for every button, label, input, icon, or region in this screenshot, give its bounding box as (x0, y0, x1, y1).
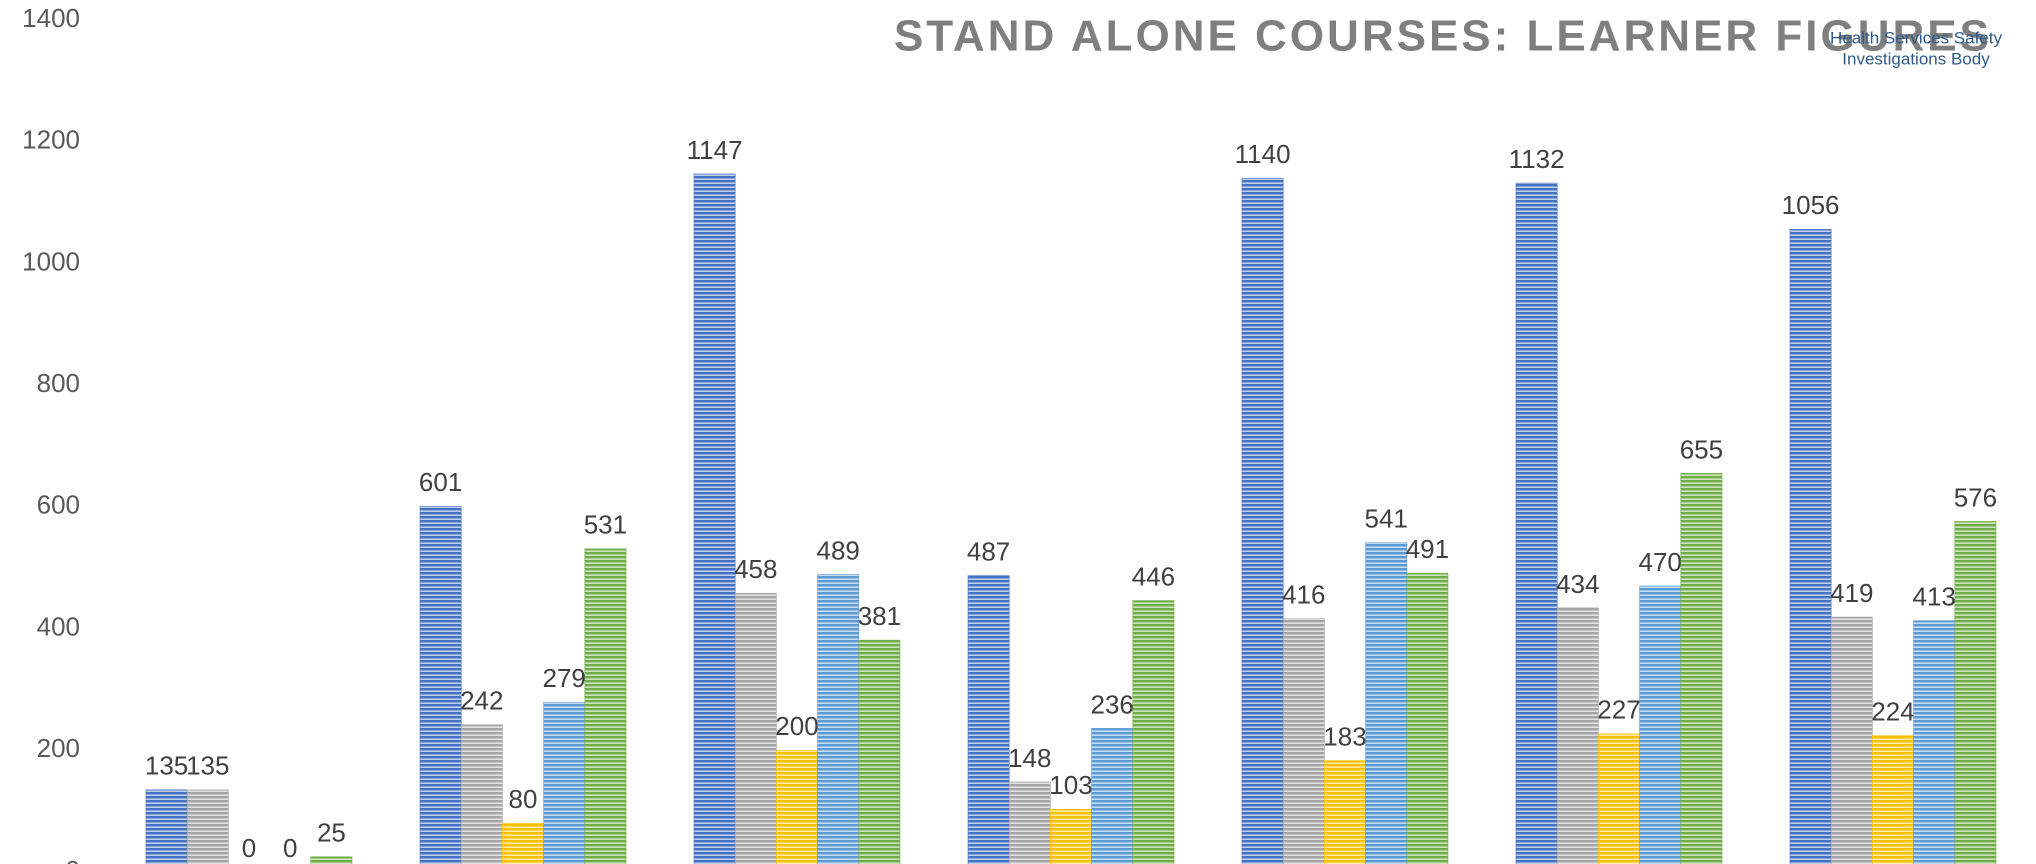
bar (1008, 781, 1051, 864)
y-tick-label: 200 (37, 733, 80, 763)
value-label: 458 (734, 554, 777, 584)
value-label: 224 (1871, 697, 1914, 727)
bar (1282, 618, 1325, 864)
bar (1132, 600, 1175, 864)
value-label: 242 (460, 686, 503, 716)
value-label: 236 (1091, 689, 1134, 719)
value-label: 1056 (1782, 190, 1840, 220)
value-label: 531 (584, 510, 627, 540)
bar (1913, 620, 1956, 864)
bar (967, 575, 1010, 864)
value-label: 487 (967, 537, 1010, 567)
bar (1050, 809, 1092, 864)
value-label: 576 (1954, 482, 1997, 512)
logo-line: Health Services Safety (1830, 28, 2002, 47)
value-label: 1132 (1509, 144, 1565, 174)
value-label: 148 (1008, 743, 1051, 773)
bar (310, 856, 353, 864)
bar (1680, 473, 1723, 864)
value-label: 489 (817, 535, 860, 565)
logo-line: Investigations Body (1842, 49, 1990, 68)
bar (1556, 607, 1599, 864)
bar (186, 789, 229, 864)
value-label: 200 (775, 711, 818, 741)
bar (584, 548, 627, 864)
value-label: 470 (1639, 547, 1682, 577)
value-label: 419 (1830, 578, 1873, 608)
y-tick-label: 1400 (22, 3, 80, 33)
value-label: 0 (283, 833, 297, 863)
bar (1872, 735, 1914, 864)
value-label: 135 (186, 751, 229, 781)
bar (858, 639, 901, 864)
bar (776, 749, 818, 864)
bar (693, 173, 736, 864)
value-label: 381 (858, 601, 901, 631)
value-label: 135 (145, 751, 188, 781)
chart-title: STAND ALONE COURSES: LEARNER FIGURES (894, 12, 1992, 61)
value-label: 183 (1323, 722, 1366, 752)
value-label: 279 (543, 663, 586, 693)
value-label: 434 (1556, 569, 1599, 599)
bar (1830, 616, 1873, 864)
y-tick-label: 600 (37, 490, 80, 520)
bar (1639, 585, 1682, 864)
value-label: 0 (242, 833, 256, 863)
value-label: 413 (1913, 582, 1956, 612)
bar (1598, 733, 1640, 864)
value-label: 491 (1406, 534, 1449, 564)
value-label: 25 (317, 818, 346, 848)
y-tick-label: 400 (37, 611, 80, 641)
bar (502, 823, 544, 864)
y-tick-label: 1200 (22, 125, 80, 155)
bar (1091, 728, 1134, 864)
bar (1789, 229, 1832, 864)
value-label: 80 (509, 784, 538, 814)
bar (1954, 521, 1997, 864)
bar (543, 701, 586, 864)
value-label: 103 (1049, 770, 1092, 800)
value-label: 1147 (687, 135, 743, 165)
bar (1365, 542, 1408, 864)
value-label: 1140 (1235, 139, 1291, 169)
bar (145, 789, 188, 864)
bar (817, 574, 860, 864)
value-label: 655 (1680, 434, 1723, 464)
value-label: 601 (419, 467, 462, 497)
y-tick-label: 800 (37, 368, 80, 398)
value-label: 541 (1365, 504, 1408, 534)
bar (1515, 182, 1558, 864)
bar (734, 592, 777, 864)
bar (1324, 760, 1366, 864)
y-tick-label: 0 (66, 855, 80, 864)
bar (1406, 572, 1449, 864)
y-tick-label: 1000 (22, 246, 80, 276)
bar (1241, 177, 1284, 864)
value-label: 227 (1597, 695, 1640, 725)
value-label: 416 (1282, 580, 1325, 610)
bar (419, 505, 462, 864)
value-label: 446 (1132, 561, 1175, 591)
bar (460, 724, 503, 864)
